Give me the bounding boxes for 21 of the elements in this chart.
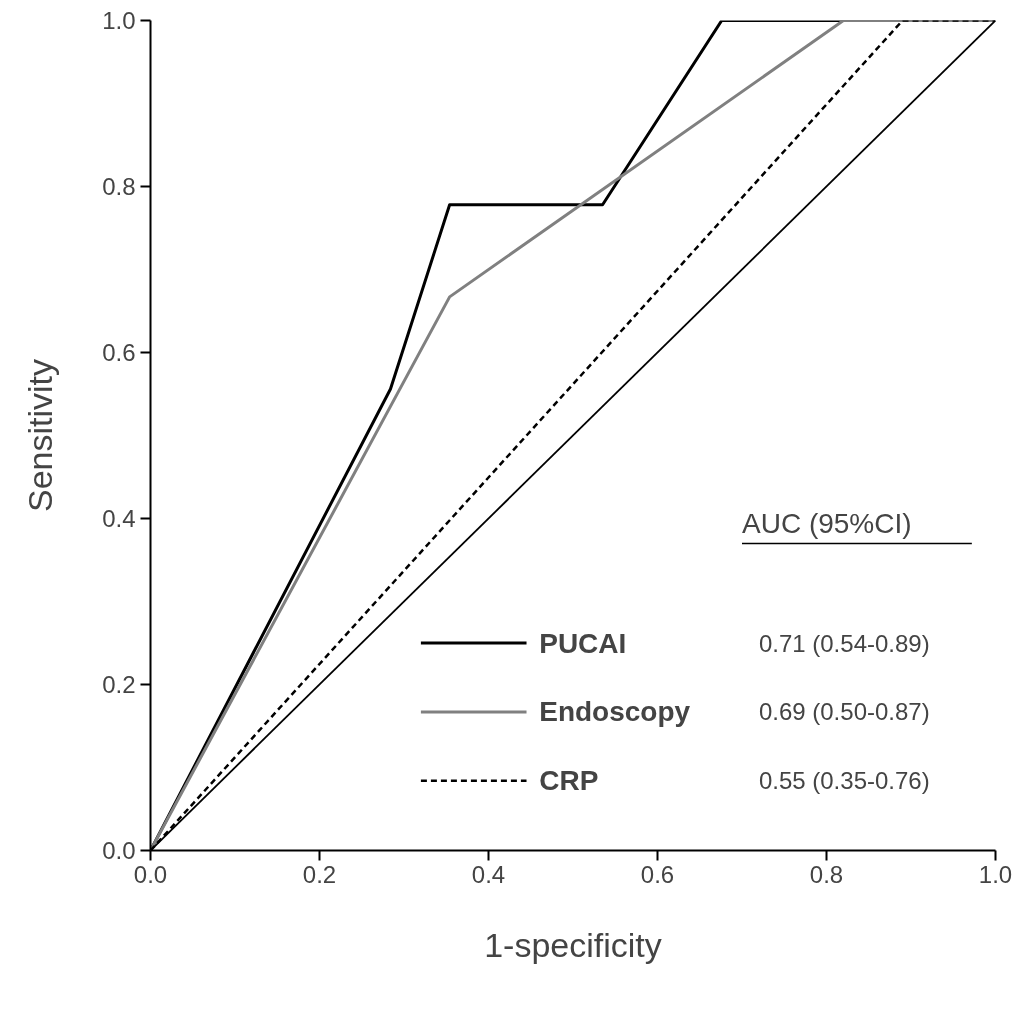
x-tick-label: 0.2 <box>302 860 337 888</box>
y-tick-label: 0.8 <box>102 173 136 200</box>
x-tick-label: 0.6 <box>640 860 675 888</box>
annotation: 0.55 (0.35-0.76) <box>758 767 930 795</box>
y-tick-label: 0.0 <box>102 837 136 864</box>
x-tick-label: 1.0 <box>978 860 1013 888</box>
y-tick-label: 0.4 <box>102 505 136 532</box>
legend-title: AUC (95%CI) <box>742 508 912 540</box>
x-tick-label: 0.8 <box>809 860 844 888</box>
x-tick-label: 0.4 <box>471 860 506 888</box>
legend-label: Endoscopy <box>539 696 691 728</box>
legend-label: PUCAI <box>539 627 627 659</box>
x-axis-title: 1-specificity <box>484 925 662 964</box>
legend-label: CRP <box>539 765 599 797</box>
annotation: 0.69 (0.50-0.87) <box>758 698 930 726</box>
y-tick-label: 0.2 <box>102 671 136 698</box>
x-tick-label: 0.0 <box>133 860 168 888</box>
annotation: 0.71 (0.54-0.89) <box>758 629 930 657</box>
y-tick-label: 1.0 <box>102 7 136 34</box>
y-tick-label: 0.6 <box>102 339 136 366</box>
y-axis-title: Sensitivity <box>21 358 60 513</box>
